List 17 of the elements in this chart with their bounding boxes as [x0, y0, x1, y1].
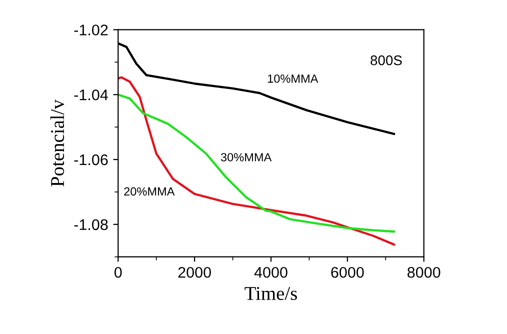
y-tick-label: -1.02	[74, 24, 108, 36]
series-label: 30%MMA	[220, 153, 272, 162]
x-axis-title: Time/s	[244, 286, 297, 300]
series-label: 20%MMA	[124, 187, 175, 196]
y-tick-label: -1.06	[74, 154, 108, 166]
line-series	[118, 76, 396, 246]
x-tick-label: 2000	[178, 266, 211, 278]
series-label: 10%MMA	[268, 74, 318, 83]
x-tick-label: 8000	[408, 266, 440, 278]
line-series	[118, 94, 396, 233]
x-tick-label: 4000	[254, 266, 288, 278]
y-tick-label: -1.08	[74, 219, 108, 230]
annotation: 800S	[370, 55, 402, 66]
y-axis-title: Potencial/v	[50, 100, 64, 186]
y-tick-label: -1.04	[74, 89, 108, 100]
x-tick-label: 6000	[331, 266, 364, 278]
x-tick-label: 0	[114, 266, 122, 278]
